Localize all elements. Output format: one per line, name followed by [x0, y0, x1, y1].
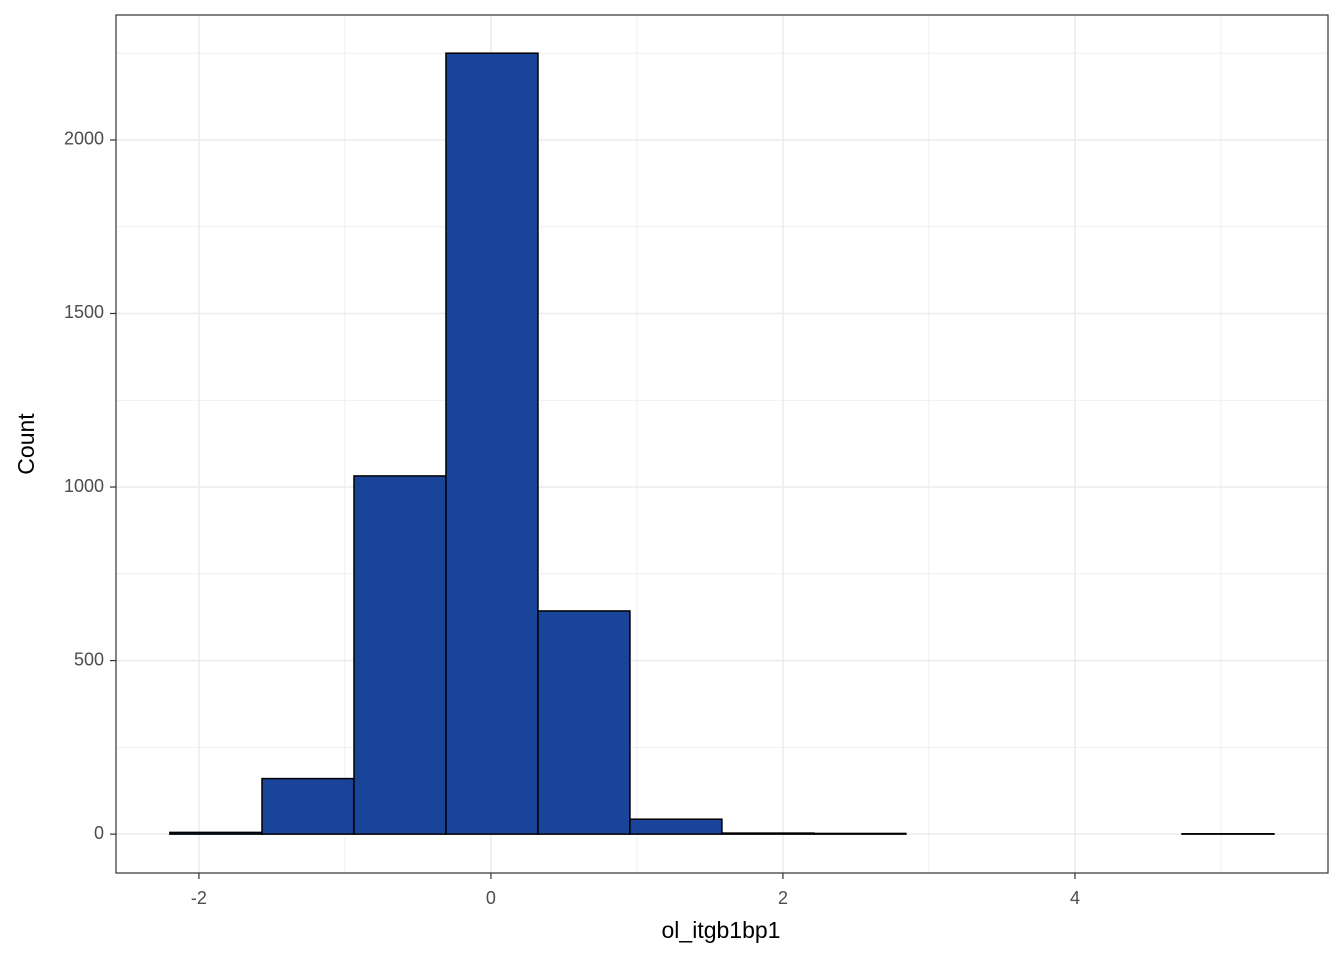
x-axis-title: ol_itgb1bp1	[662, 917, 781, 943]
x-tick-label: 4	[1070, 888, 1080, 908]
bar	[813, 832, 907, 835]
y-tick-label: 1000	[64, 476, 104, 496]
bar	[629, 818, 723, 835]
bar	[261, 777, 355, 835]
y-axis-title: Count	[13, 413, 39, 475]
bar	[169, 831, 263, 835]
bar	[721, 832, 815, 835]
bar	[353, 475, 447, 835]
y-tick-label: 500	[74, 649, 104, 669]
y-tick-label: 0	[94, 823, 104, 843]
bar	[445, 52, 539, 835]
y-tick-label: 1500	[64, 302, 104, 322]
x-tick-label: 0	[486, 888, 496, 908]
x-tick-label: 2	[778, 888, 788, 908]
y-tick-label: 2000	[64, 129, 104, 149]
x-tick-label: -2	[191, 888, 207, 908]
bar	[537, 610, 631, 835]
plot-border	[115, 14, 1329, 874]
